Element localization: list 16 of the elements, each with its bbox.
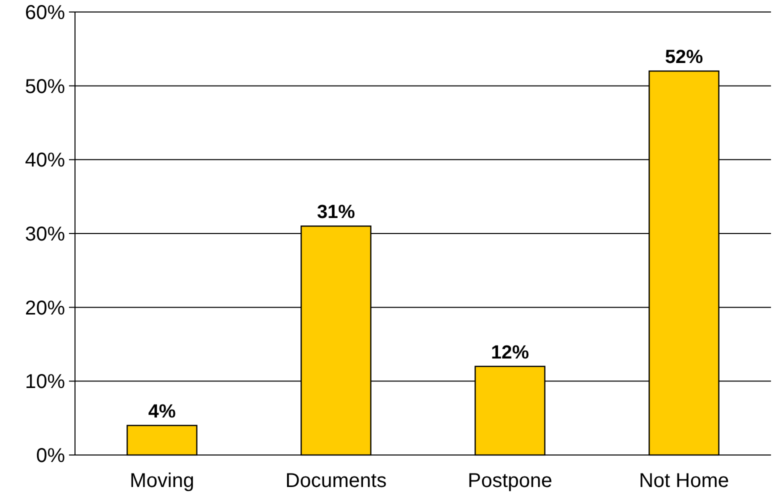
data-label: 4% [148,401,176,422]
x-tick-label: Moving [130,470,194,492]
y-tick-label: 40% [24,150,66,172]
y-tick-label: 50% [24,76,66,98]
data-label: 52% [664,47,704,68]
data-label: 12% [490,342,530,364]
x-tick-label: Not Home [638,470,730,492]
y-tick-label: 30% [24,224,66,246]
bar [126,424,198,456]
y-tick-label: 60% [24,2,66,24]
y-tick-label: 10% [24,371,66,394]
y-tick-label: 0% [36,445,66,467]
x-tick-label: Documents [285,470,387,492]
data-label: 31% [316,202,356,224]
x-tick-label: Postpone [468,470,552,492]
y-tick-label: 20% [24,297,66,320]
